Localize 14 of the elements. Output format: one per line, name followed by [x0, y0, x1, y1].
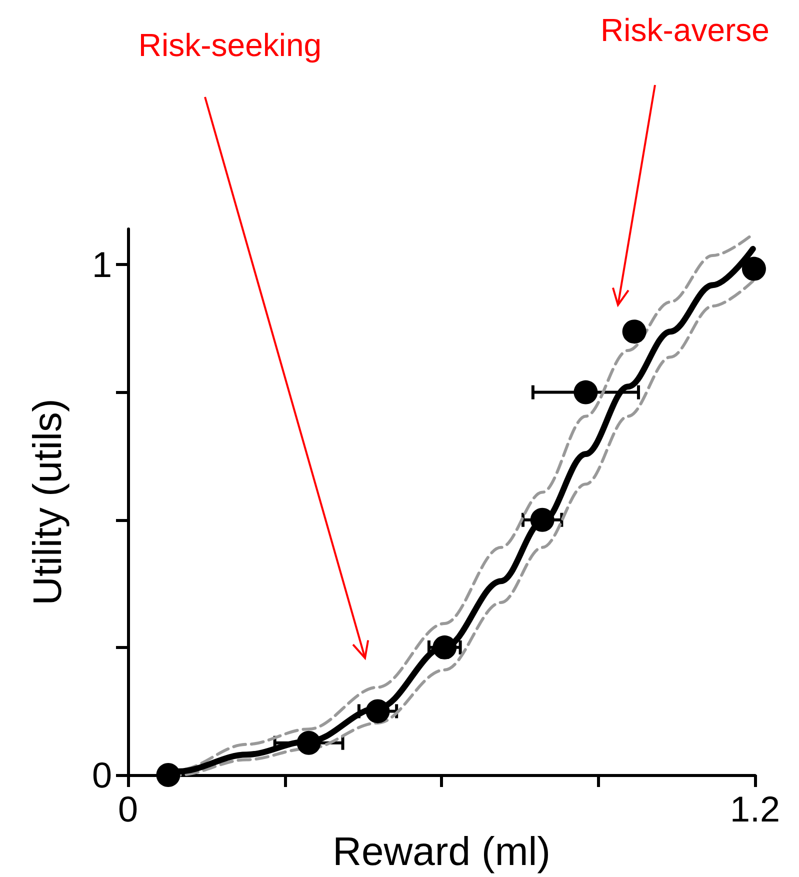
point	[366, 699, 390, 724]
point	[530, 508, 554, 532]
y-tick-label: 1	[92, 244, 112, 286]
point	[574, 380, 598, 404]
point	[622, 320, 646, 344]
text: Risk-seeking	[138, 27, 322, 63]
x-tick-label: 1.2	[730, 788, 780, 830]
point	[156, 763, 180, 787]
point	[432, 635, 457, 660]
text: Risk-averse	[600, 12, 770, 48]
point	[296, 730, 321, 755]
x-axis-title: Reward (ml)	[332, 830, 550, 874]
y-axis-title: Utility (utils)	[26, 398, 70, 606]
point	[742, 256, 766, 281]
